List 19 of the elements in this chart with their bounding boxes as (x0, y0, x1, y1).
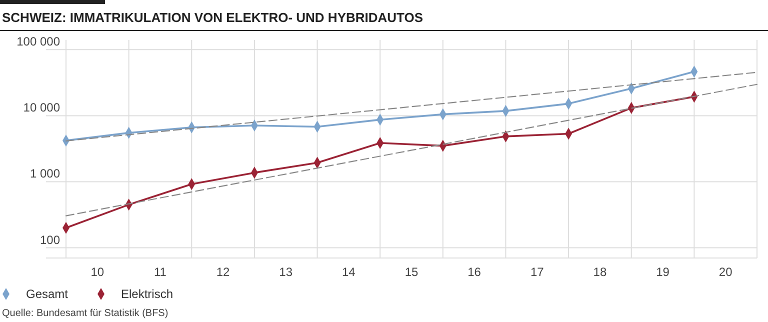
x-tick-label: 13 (279, 265, 293, 279)
x-tick-label: 11 (154, 265, 167, 279)
legend-label: Gesamt (26, 287, 69, 301)
x-tick-label: 17 (530, 265, 544, 279)
x-tick-label: 14 (342, 265, 356, 279)
source-note: Quelle: Bundesamt für Statistik (BFS) (2, 308, 168, 319)
x-tick-label: 20 (718, 265, 733, 279)
chart-title: SCHWEIZ: IMMATRIKULATION VON ELEKTRO- UND HYBRIDAUTOS (2, 10, 424, 25)
x-tick-label: 16 (468, 265, 482, 279)
x-tick-label: 15 (404, 265, 418, 279)
y-tick-label: 100 (40, 232, 60, 247)
x-tick-label: 10 (90, 265, 104, 279)
y-tick-label: 10 000 (23, 100, 60, 115)
x-tick-label: 18 (593, 265, 607, 279)
legend-label: Elektrisch (121, 287, 174, 301)
x-tick-label: 12 (216, 265, 230, 279)
y-tick-label: 1 000 (30, 166, 60, 181)
y-tick-label: 100 000 (16, 34, 60, 49)
x-tick-label: 19 (656, 265, 670, 279)
